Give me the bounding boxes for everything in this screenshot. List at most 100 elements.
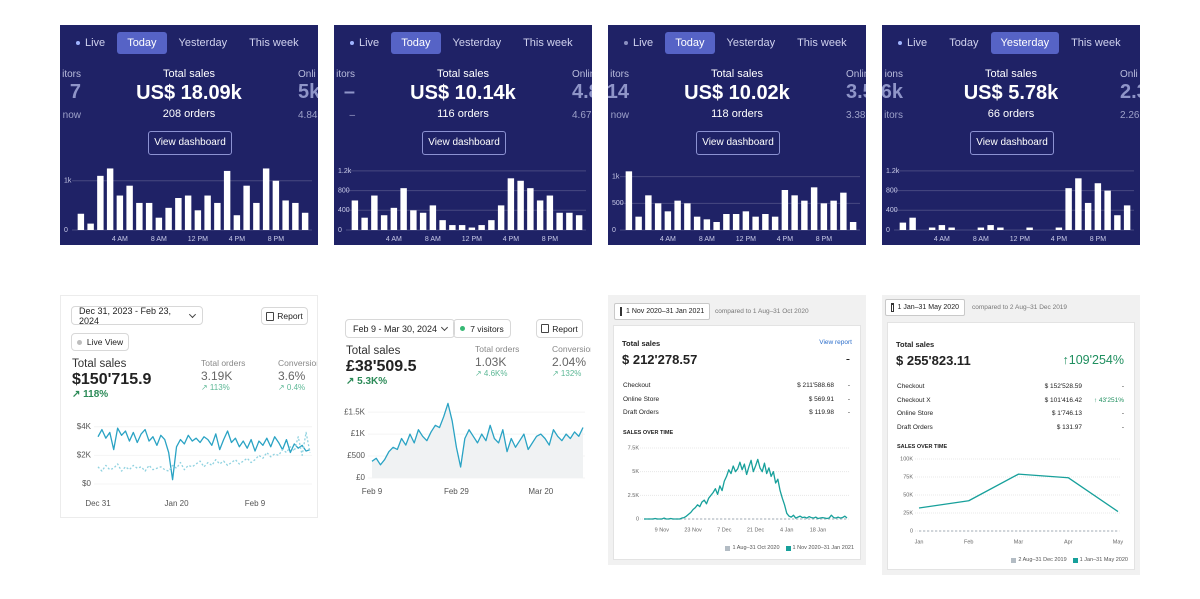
legend-label: 1 Nov 2020–31 Jan 2021: [792, 545, 854, 551]
bar: [791, 195, 798, 230]
metric-value: 3.6%: [278, 369, 306, 383]
bar: [575, 215, 583, 230]
chart: 0 25K 50K 75K 100K Jan Feb Mar Apr May: [900, 456, 1124, 545]
bar: [1123, 205, 1131, 230]
bar: [977, 227, 985, 230]
stat-sub: 4.67: [572, 110, 592, 121]
tab[interactable]: Yesterday: [443, 32, 512, 54]
tab[interactable]: Today: [665, 32, 715, 54]
date-range: Dec 31, 2023 - Feb 23, 2024: [79, 305, 172, 326]
total-label: Total sales: [346, 345, 401, 357]
x-tick-label: 8 PM: [816, 236, 833, 243]
status-pill[interactable]: 7 visitors: [453, 319, 511, 338]
bar: [762, 214, 769, 230]
x-tick-label: 4 PM: [777, 236, 794, 243]
y-tick-label: 400: [886, 207, 898, 214]
tab[interactable]: Live: [66, 32, 115, 54]
dashboard-panel: Live Today Yesterday This week itors 14 now Tot…: [608, 25, 866, 245]
bar: [684, 203, 691, 230]
area: [372, 403, 583, 478]
bar: [145, 202, 153, 230]
y-tick-label: 5K: [632, 469, 639, 475]
tab[interactable]: Yesterday: [990, 32, 1060, 54]
tab[interactable]: This week: [787, 32, 857, 54]
tab[interactable]: This week: [513, 32, 583, 54]
bar: [1075, 178, 1082, 230]
total-value: $ 255'823.11: [896, 353, 971, 368]
tab[interactable]: Th: [1133, 32, 1140, 54]
y-tick-label: 2.5K: [628, 493, 640, 499]
total-label: Total sales: [622, 339, 661, 348]
view-dashboard-button[interactable]: View dashboard: [148, 131, 232, 155]
y-tick-label: $4K: [77, 422, 92, 431]
row-change: -: [847, 382, 850, 389]
bar: [419, 212, 427, 230]
date-range-button[interactable]: 1 Jan–31 May 2020: [885, 299, 965, 316]
tab[interactable]: Live: [614, 32, 663, 54]
report-panel: Dec 31, 2023 - Feb 23, 2024 Live View Repo…: [60, 295, 318, 518]
stat-sub: itors: [884, 110, 903, 121]
row-label: Draft Orders: [623, 409, 659, 416]
stat-value: 3.5: [846, 81, 866, 103]
stat-sub: 3.38: [846, 110, 866, 121]
view-report-link[interactable]: View report: [819, 339, 852, 346]
legend: 1 Aug–31 Oct 2020 1 Nov 2020–31 Jan 2021: [614, 545, 854, 551]
bar: [380, 215, 388, 230]
view-dashboard-button[interactable]: View dashboard: [422, 131, 506, 155]
bar: [703, 219, 711, 230]
view-dashboard-button[interactable]: View dashboard: [970, 131, 1054, 155]
date-range-button[interactable]: 1 Nov 2020–31 Jan 2021: [614, 303, 710, 320]
live-dot: [898, 41, 902, 45]
bar: [165, 207, 172, 230]
report-button[interactable]: Report: [536, 319, 583, 338]
stat-value: –: [343, 81, 355, 103]
date-range-button[interactable]: Feb 9 - Mar 30, 2024: [345, 319, 455, 338]
legend: 2 Aug–31 Dec 2019 1 Jan–31 May 2020: [888, 557, 1128, 563]
y-tick-label: £1.5K: [344, 407, 366, 416]
tab[interactable]: Yesterday: [717, 32, 786, 54]
bar: [752, 216, 759, 230]
bar: [282, 200, 289, 230]
bar: [497, 205, 505, 230]
chart: $0 $2K $4K Dec 31 Jan 20 Feb 9: [77, 422, 312, 508]
calendar-icon: [620, 307, 622, 316]
bar: [97, 175, 104, 230]
status-dot: [460, 326, 466, 331]
view-dashboard-button[interactable]: View dashboard: [696, 131, 780, 155]
tab[interactable]: Live: [340, 32, 389, 54]
bar: [849, 222, 857, 230]
summary-panel: 1 Nov 2020–31 Jan 2021 compared to 1 Aug–…: [608, 295, 866, 565]
tab[interactable]: Today: [117, 32, 167, 54]
tab[interactable]: Live: [888, 32, 937, 54]
x-tick-label: 4 AM: [934, 236, 950, 243]
line: [644, 458, 848, 520]
y-tick-label: 800: [886, 187, 898, 194]
row-change: -: [1121, 383, 1124, 390]
bar: [635, 216, 642, 230]
tab-label: This week: [249, 37, 299, 49]
chevron: [440, 323, 449, 331]
legend-label: 1 Jan–31 May 2020: [1079, 557, 1128, 563]
tab[interactable]: Today: [939, 32, 988, 54]
orders: 116 orders: [437, 108, 489, 120]
live-dot: [350, 41, 354, 45]
status-pill[interactable]: Live View: [71, 333, 129, 351]
tab-label: Yesterday: [452, 37, 502, 49]
x-tick-label: May: [1113, 539, 1124, 545]
tab[interactable]: Today: [391, 32, 441, 54]
summary-card: Total sales View report $ 212'278.57 - Check…: [613, 325, 861, 560]
report-button[interactable]: Report: [261, 307, 308, 325]
date-range-button[interactable]: Dec 31, 2023 - Feb 23, 2024: [71, 305, 203, 326]
tab[interactable]: This week: [1061, 32, 1131, 54]
tab[interactable]: This week: [239, 32, 309, 54]
y-tick-label: 0: [64, 227, 68, 234]
total-change: -: [845, 352, 850, 366]
tab[interactable]: Yesterday: [169, 32, 238, 54]
x-tick-label: 8 AM: [973, 236, 989, 243]
stat-sub: 2.26: [1120, 110, 1140, 121]
row-amount: $ 131.97: [1056, 424, 1082, 432]
bar: [517, 180, 524, 230]
total-change: ↑109'254%: [1062, 353, 1124, 367]
bar: [1065, 188, 1072, 230]
tab-label: Live: [633, 37, 654, 49]
